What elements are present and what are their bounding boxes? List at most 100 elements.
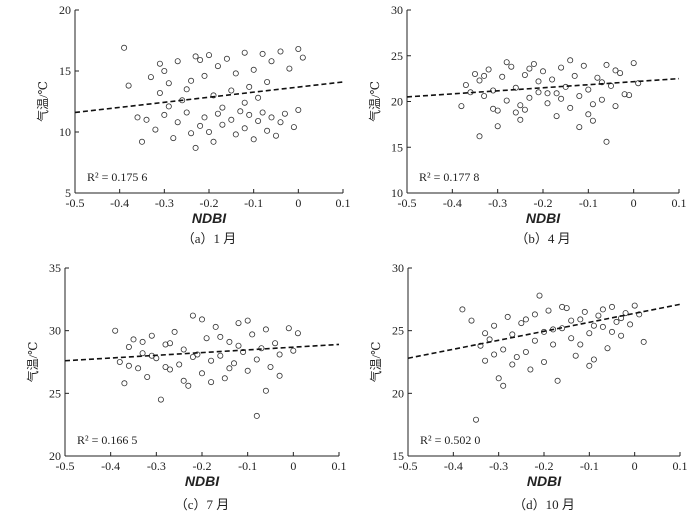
data-point <box>219 121 226 128</box>
data-point <box>198 370 205 377</box>
data-point <box>541 358 548 365</box>
data-point <box>512 109 519 116</box>
x-tick-label: 0 <box>631 196 637 210</box>
data-point <box>576 93 583 100</box>
data-point <box>576 124 583 131</box>
data-point <box>246 83 253 90</box>
x-tick-label: 0 <box>290 459 296 473</box>
data-point <box>165 80 172 87</box>
x-tick-label: 0.1 <box>672 196 687 210</box>
data-point <box>604 345 611 352</box>
data-point <box>143 116 150 123</box>
data-point <box>210 92 217 99</box>
y-tick-label: 5 <box>65 186 71 200</box>
data-point <box>134 114 141 121</box>
data-point <box>599 306 606 313</box>
data-point <box>531 337 538 344</box>
data-point <box>630 60 637 67</box>
data-point <box>232 70 239 77</box>
data-point <box>241 49 248 56</box>
data-point <box>197 57 204 64</box>
x-tick-label: -0.5 <box>398 196 417 210</box>
x-tick-label: -0.4 <box>444 459 463 473</box>
data-point <box>586 330 593 337</box>
data-point <box>485 66 492 73</box>
x-axis-label: NDBI <box>526 210 561 226</box>
data-point <box>148 332 155 339</box>
x-axis-label: NDBI <box>192 210 227 226</box>
data-point <box>504 313 511 320</box>
data-point <box>622 310 629 317</box>
data-point <box>198 316 205 323</box>
y-tick-label: 20 <box>49 449 61 463</box>
data-point <box>558 95 565 102</box>
data-point <box>130 336 137 343</box>
data-point <box>258 345 265 352</box>
data-point <box>541 328 548 335</box>
data-point <box>192 53 199 60</box>
data-point <box>241 125 248 132</box>
x-tick-label: -0.2 <box>193 459 212 473</box>
chart-panel-1: -0.5 -0.4 -0.3 -0.2 -0.1 0 0.1 5 10 15 20 R² = 0.17… <box>35 3 351 246</box>
data-point <box>121 44 128 51</box>
data-point <box>490 105 497 112</box>
data-point <box>522 348 529 355</box>
panel-caption: （d）10 月 <box>513 497 575 512</box>
y-tick-label: 30 <box>392 261 404 275</box>
y-tick-label: 20 <box>391 95 403 109</box>
data-point <box>201 72 208 79</box>
data-point <box>585 111 592 118</box>
data-point <box>527 366 534 373</box>
data-point <box>503 97 510 104</box>
data-point <box>554 377 561 384</box>
data-point <box>285 325 292 332</box>
x-tick-label: 0.1 <box>332 459 347 473</box>
data-point <box>571 72 578 79</box>
data-point <box>290 347 297 354</box>
data-point <box>217 352 224 359</box>
data-point <box>577 341 584 348</box>
data-point <box>237 108 244 115</box>
data-point <box>255 118 262 125</box>
y-tick-label: 35 <box>49 261 61 275</box>
data-point <box>476 133 483 140</box>
data-point <box>241 99 248 106</box>
r-squared-label: R² = 0.502 0 <box>420 433 480 447</box>
data-point <box>518 320 525 327</box>
data-point <box>558 64 565 71</box>
data-point <box>481 93 488 100</box>
data-point <box>567 57 574 64</box>
data-point <box>276 351 283 358</box>
data-point <box>228 87 235 94</box>
data-point <box>476 77 483 84</box>
data-point <box>185 382 192 389</box>
trend-line <box>406 77 680 98</box>
data-point <box>609 328 616 335</box>
data-point <box>249 331 256 338</box>
data-point <box>161 111 168 118</box>
data-point <box>540 68 547 75</box>
data-point <box>217 333 224 340</box>
data-point <box>522 316 529 323</box>
data-point <box>544 100 551 107</box>
data-point <box>230 360 237 367</box>
data-point <box>171 328 178 335</box>
panel-caption: （c）7 月 <box>175 497 230 512</box>
data-point <box>598 79 605 86</box>
data-point <box>549 76 556 83</box>
data-point <box>174 58 181 65</box>
data-point <box>526 94 533 101</box>
x-tick-label: 0.1 <box>336 196 351 210</box>
panel-caption: （b）4 月 <box>515 231 570 246</box>
data-point <box>568 335 575 342</box>
data-point <box>598 96 605 103</box>
data-point <box>458 103 465 110</box>
chart-panel-2: -0.5 -0.4 -0.3 -0.2 -0.1 0 0.1 10 15 20 25 30 R² = 0… <box>367 3 687 246</box>
chart-panel-3: -0.5 -0.4 -0.3 -0.2 -0.1 0 0.1 20 25 30 35 R² = 0.1… <box>25 261 347 512</box>
data-point <box>281 110 288 117</box>
data-point <box>545 307 552 314</box>
data-point <box>165 103 172 110</box>
data-point <box>147 74 154 81</box>
data-point <box>613 318 620 325</box>
